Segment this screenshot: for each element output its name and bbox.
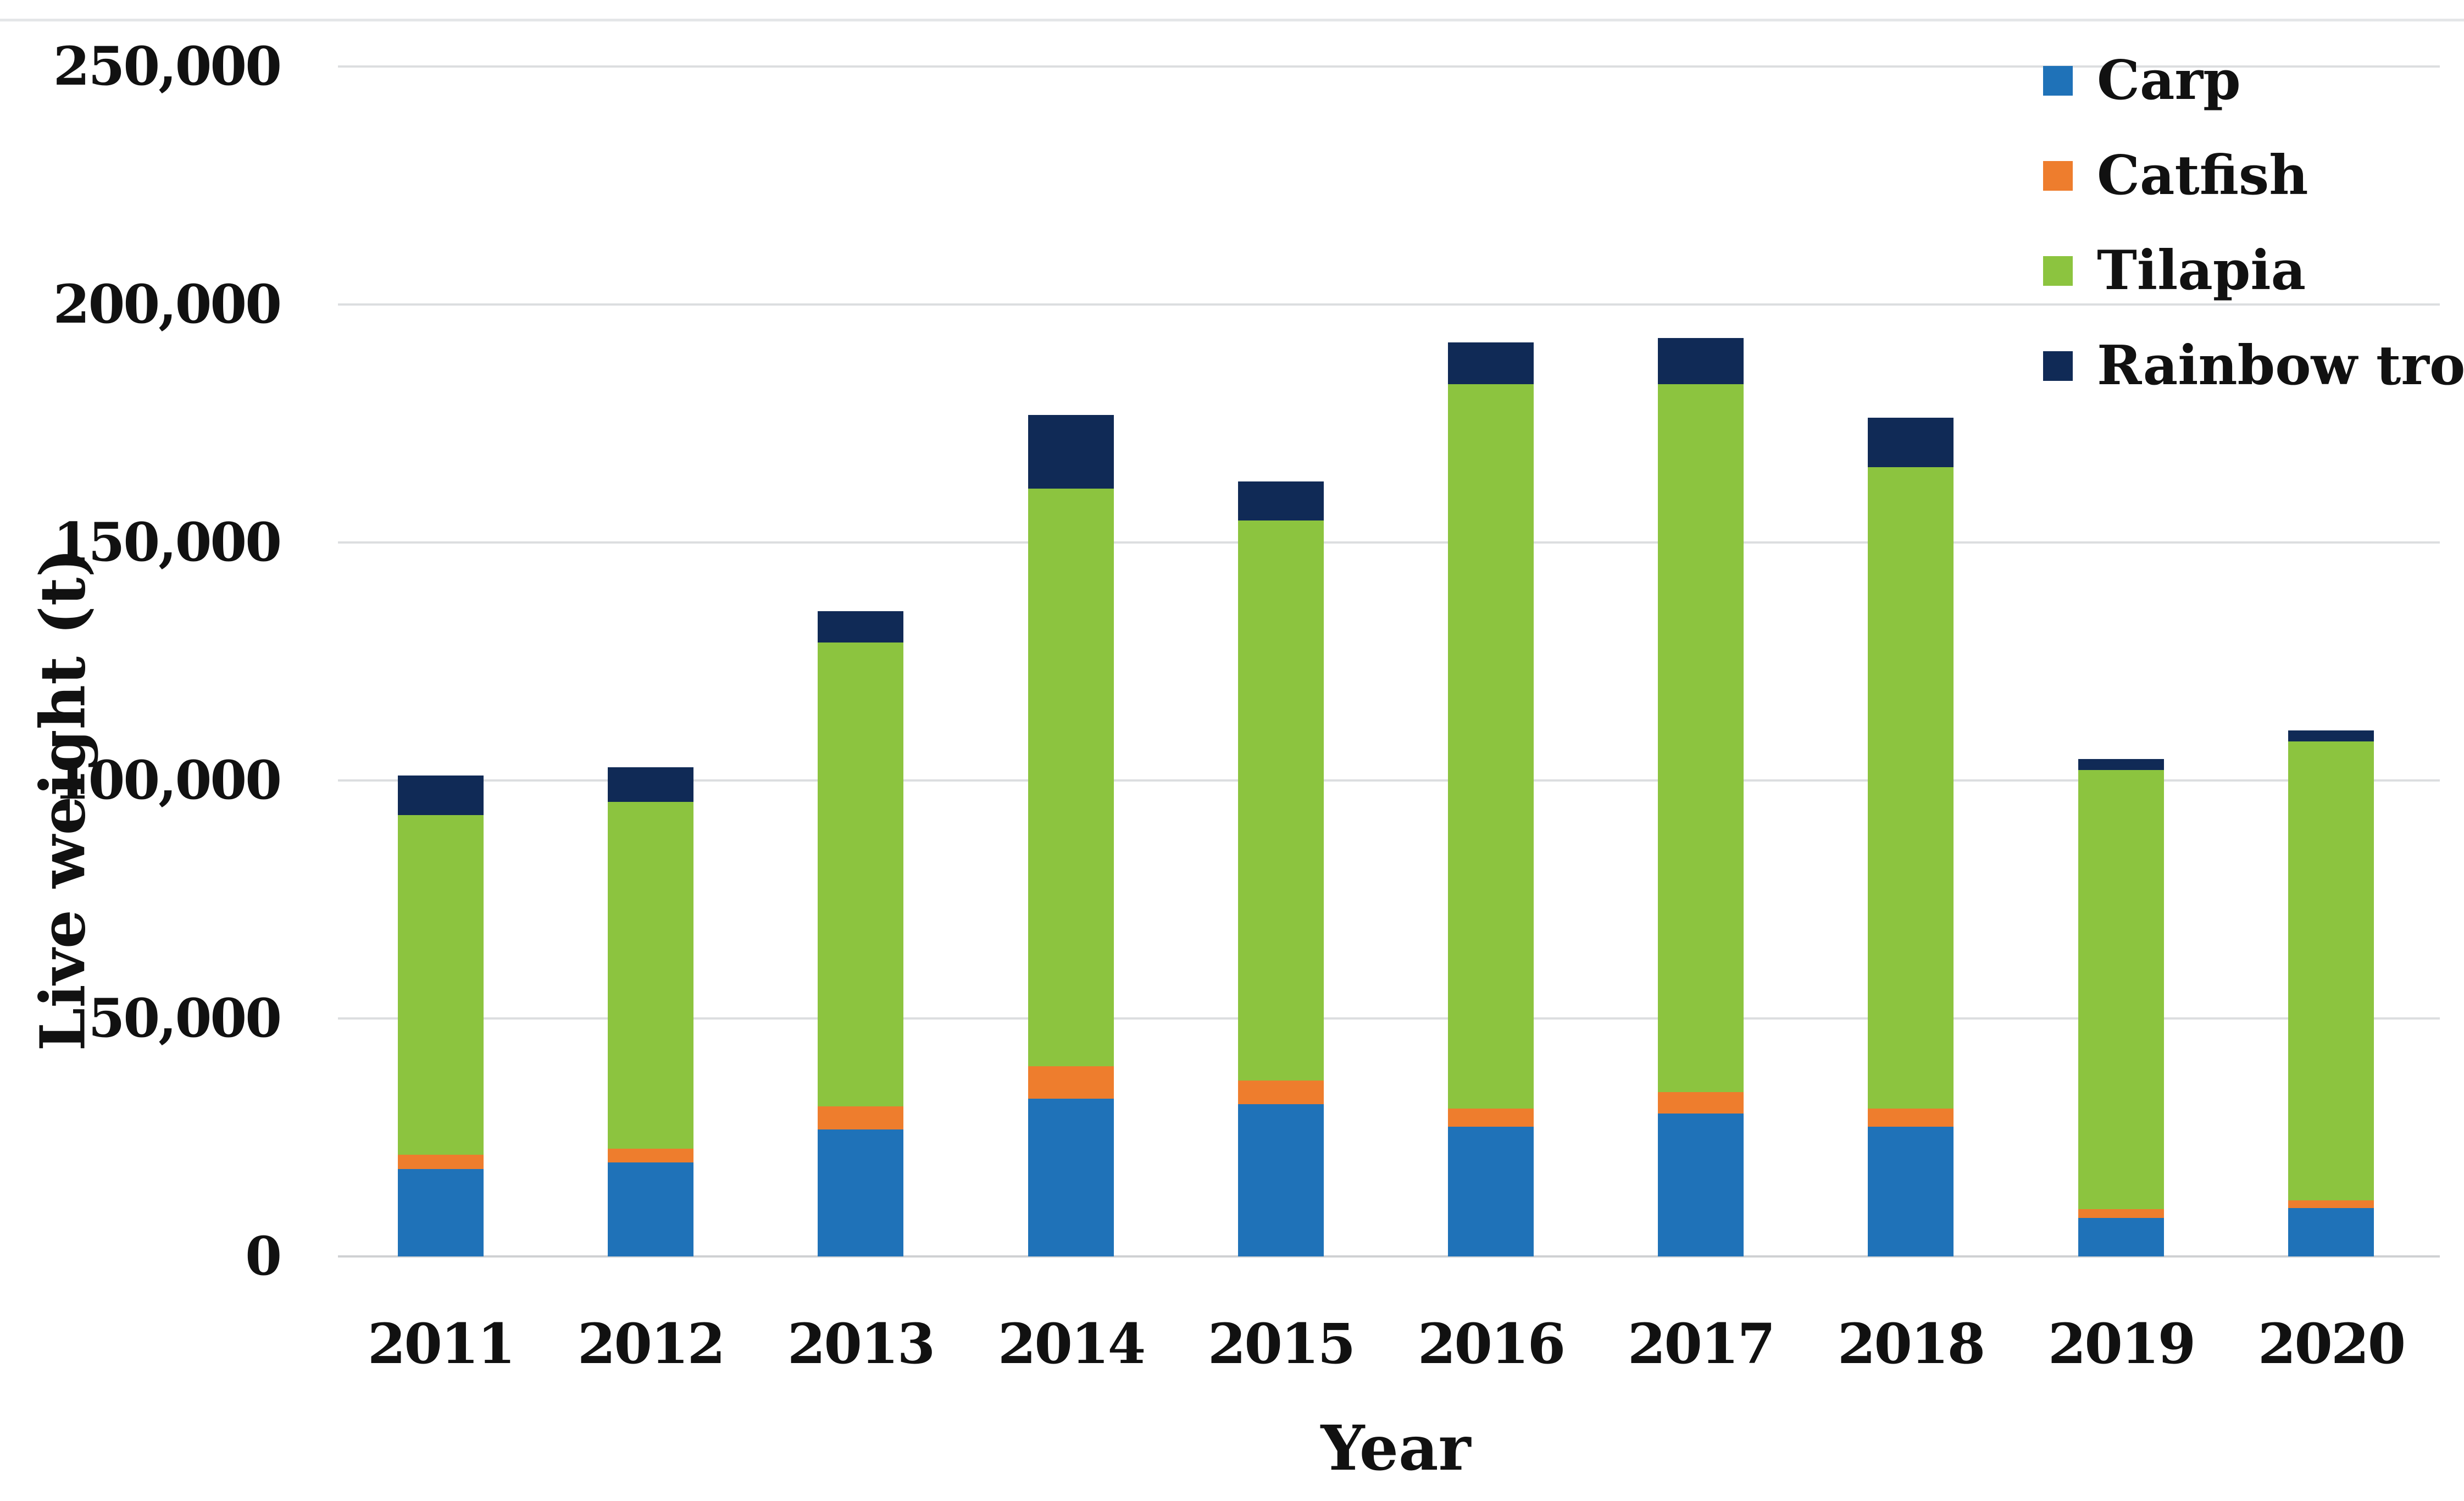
bar-segment-2015-catfish: [1238, 1081, 1324, 1104]
gridline-250000: [338, 65, 2440, 68]
y-tick-label-5: 250,000: [53, 35, 282, 97]
bar-segment-2016-tilapia: [1448, 384, 1534, 1109]
figure-top-border: [0, 19, 2464, 21]
bar-segment-2011-rainbow-trout: [398, 776, 484, 815]
x-tick-label-2020: 2020: [2257, 1311, 2406, 1376]
bar-segment-2016-carp: [1448, 1127, 1534, 1256]
legend-item-catfish: Catfish: [2043, 144, 2308, 207]
bar-segment-2019-tilapia: [2078, 770, 2164, 1209]
bar-segment-2012-tilapia: [608, 802, 693, 1149]
legend-item-rainbow-trout: Rainbow trout: [2043, 334, 2464, 397]
x-axis-title: Year: [1320, 1413, 1471, 1485]
legend-label: Tilapia: [2097, 239, 2306, 302]
y-tick-label-2: 100,000: [53, 749, 282, 811]
bar-segment-2014-rainbow-trout: [1028, 415, 1114, 489]
x-tick-label-2016: 2016: [1417, 1311, 1566, 1376]
bar-segment-2014-catfish: [1028, 1066, 1114, 1099]
bar-segment-2019-rainbow-trout: [2078, 759, 2164, 770]
bar-segment-2016-catfish: [1448, 1109, 1534, 1127]
bar-segment-2012-carp: [608, 1162, 693, 1256]
y-tick-label-0: 0: [245, 1225, 282, 1287]
bar-segment-2014-carp: [1028, 1099, 1114, 1256]
bar-segment-2014-tilapia: [1028, 489, 1114, 1066]
bar-segment-2020-tilapia: [2288, 741, 2374, 1200]
bar-segment-2011-carp: [398, 1169, 484, 1256]
bar-segment-2017-rainbow-trout: [1658, 338, 1744, 384]
legend-swatch-icon: [2043, 161, 2073, 191]
bar-segment-2019-catfish: [2078, 1209, 2164, 1218]
x-tick-label-2012: 2012: [577, 1311, 725, 1376]
legend-swatch-icon: [2043, 256, 2073, 286]
legend-item-carp: Carp: [2043, 49, 2241, 112]
legend-label: Rainbow trout: [2097, 334, 2464, 397]
legend-swatch-icon: [2043, 351, 2073, 381]
x-tick-label-2019: 2019: [2047, 1311, 2196, 1376]
bar-segment-2013-rainbow-trout: [818, 611, 903, 643]
bar-segment-2011-catfish: [398, 1155, 484, 1169]
bar-segment-2013-tilapia: [818, 643, 903, 1106]
bar-segment-2015-rainbow-trout: [1238, 481, 1324, 520]
bar-segment-2017-tilapia: [1658, 384, 1744, 1092]
gridline-100000: [338, 779, 2440, 782]
bar-segment-2019-carp: [2078, 1218, 2164, 1256]
bar-segment-2018-catfish: [1868, 1109, 1954, 1127]
gridline-50000: [338, 1017, 2440, 1020]
bar-segment-2020-catfish: [2288, 1200, 2374, 1208]
bar-segment-2013-catfish: [818, 1106, 903, 1129]
bar-segment-2015-carp: [1238, 1104, 1324, 1256]
legend-item-tilapia: Tilapia: [2043, 239, 2306, 302]
x-tick-label-2011: 2011: [367, 1311, 515, 1376]
bar-segment-2018-rainbow-trout: [1868, 418, 1954, 467]
legend-label: Carp: [2097, 49, 2241, 112]
x-tick-label-2013: 2013: [787, 1311, 935, 1376]
gridline-200000: [338, 303, 2440, 306]
bar-segment-2020-rainbow-trout: [2288, 730, 2374, 741]
bar-segment-2015-tilapia: [1238, 520, 1324, 1081]
x-tick-label-2015: 2015: [1207, 1311, 1356, 1376]
bar-segment-2017-catfish: [1658, 1092, 1744, 1114]
bar-segment-2011-tilapia: [398, 815, 484, 1155]
bar-segment-2013-carp: [818, 1129, 903, 1256]
x-tick-label-2014: 2014: [997, 1311, 1146, 1376]
legend-swatch-icon: [2043, 66, 2073, 96]
y-tick-label-1: 50,000: [88, 987, 282, 1049]
x-tick-label-2017: 2017: [1627, 1311, 1775, 1376]
legend-label: Catfish: [2097, 144, 2308, 207]
bar-segment-2012-rainbow-trout: [608, 767, 693, 802]
y-tick-label-3: 150,000: [53, 511, 282, 573]
bar-segment-2012-catfish: [608, 1149, 693, 1162]
bar-segment-2018-carp: [1868, 1127, 1954, 1256]
bar-segment-2016-rainbow-trout: [1448, 342, 1534, 384]
bar-segment-2020-carp: [2288, 1208, 2374, 1256]
x-axis-line: [338, 1255, 2440, 1258]
bar-segment-2018-tilapia: [1868, 467, 1954, 1109]
gridline-150000: [338, 541, 2440, 544]
y-tick-label-4: 200,000: [53, 273, 282, 335]
bar-segment-2017-carp: [1658, 1114, 1744, 1256]
x-tick-label-2018: 2018: [1837, 1311, 1985, 1376]
